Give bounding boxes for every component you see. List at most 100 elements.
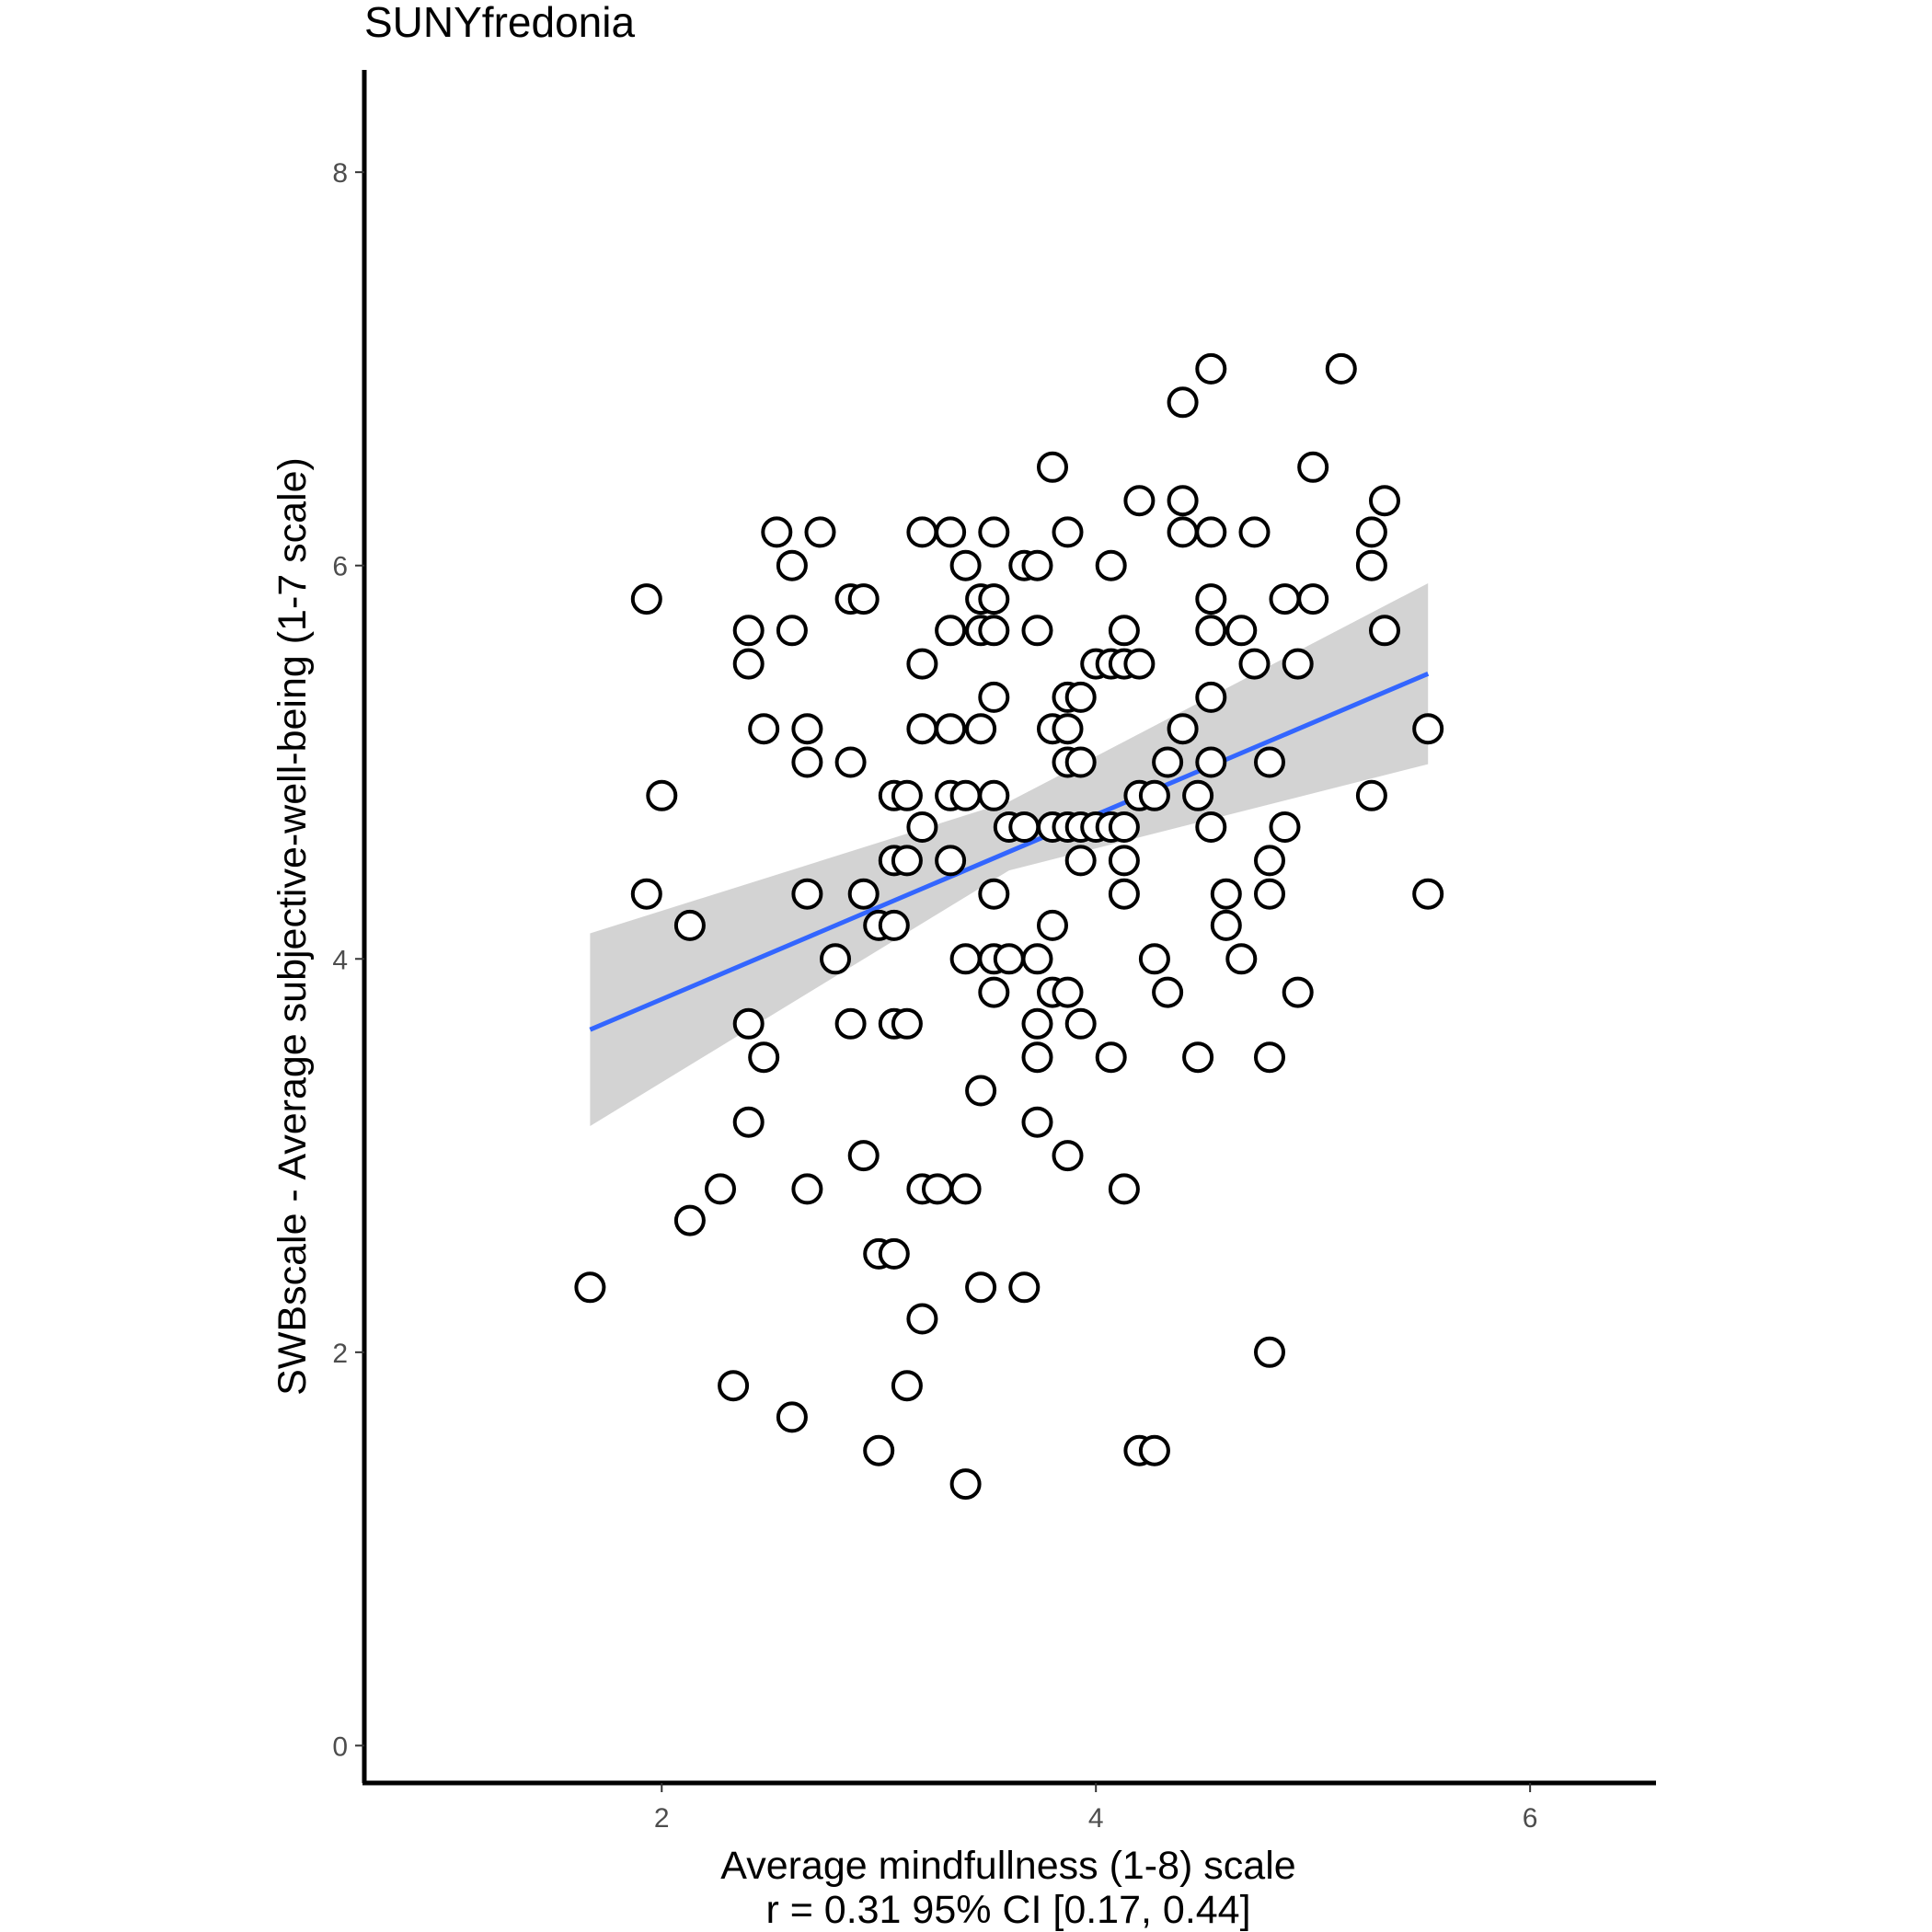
y-tick-label: 6 bbox=[332, 552, 348, 582]
data-point bbox=[935, 713, 967, 745]
data-point bbox=[906, 516, 938, 548]
x-tick-label: 2 bbox=[654, 1803, 670, 1834]
data-point bbox=[791, 878, 823, 910]
data-point bbox=[1195, 746, 1227, 778]
data-point bbox=[1355, 516, 1387, 548]
data-point bbox=[1108, 811, 1140, 843]
data-point bbox=[732, 1007, 765, 1040]
regression-line bbox=[589, 671, 1430, 1032]
data-point bbox=[949, 1468, 982, 1501]
data-point bbox=[1195, 352, 1227, 385]
data-point bbox=[906, 811, 938, 843]
data-point bbox=[1195, 516, 1227, 548]
data-point bbox=[1412, 878, 1444, 910]
data-point bbox=[1195, 583, 1227, 615]
data-point bbox=[834, 746, 867, 778]
data-point bbox=[949, 779, 982, 811]
data-point bbox=[1021, 615, 1053, 647]
data-point bbox=[1152, 976, 1184, 1008]
data-point bbox=[1052, 713, 1084, 745]
data-point bbox=[1064, 845, 1097, 877]
data-point bbox=[1412, 713, 1444, 745]
data-point bbox=[1269, 583, 1301, 615]
y-tick-label: 0 bbox=[332, 1731, 348, 1762]
data-point bbox=[1254, 878, 1285, 910]
data-point bbox=[630, 878, 662, 910]
data-point bbox=[1008, 811, 1041, 843]
points-layer bbox=[574, 352, 1444, 1501]
data-point bbox=[1167, 713, 1199, 745]
data-point bbox=[965, 1075, 997, 1107]
data-point bbox=[978, 976, 1010, 1008]
data-point bbox=[748, 713, 780, 745]
data-point bbox=[1108, 845, 1140, 877]
data-point bbox=[791, 1173, 823, 1205]
data-point bbox=[949, 943, 982, 975]
data-point bbox=[1138, 779, 1170, 811]
data-point bbox=[935, 845, 967, 877]
data-point bbox=[1210, 909, 1242, 941]
data-point bbox=[732, 1106, 765, 1138]
data-point bbox=[791, 746, 823, 778]
data-point bbox=[1167, 516, 1199, 548]
x-axis-subtitle: r = 0.31 95% CI [0.17, 0.44] bbox=[765, 1888, 1250, 1932]
data-point bbox=[1355, 549, 1387, 581]
data-point bbox=[847, 583, 880, 615]
data-point bbox=[1037, 909, 1068, 941]
data-point bbox=[1355, 779, 1387, 811]
data-point bbox=[1297, 583, 1329, 615]
data-point bbox=[820, 943, 851, 975]
y-axis-ticks: 0 2 4 6 8 bbox=[332, 158, 364, 1762]
data-point bbox=[949, 1173, 982, 1205]
data-point bbox=[1021, 1007, 1053, 1040]
data-point bbox=[1210, 878, 1242, 910]
data-point bbox=[1021, 1041, 1053, 1074]
data-point bbox=[646, 779, 678, 811]
data-point bbox=[1182, 779, 1214, 811]
y-tick-label: 2 bbox=[332, 1339, 348, 1369]
data-point bbox=[1064, 681, 1097, 713]
data-point bbox=[891, 1370, 923, 1402]
data-point bbox=[1108, 1173, 1140, 1205]
data-point bbox=[776, 615, 808, 647]
data-point bbox=[574, 1271, 606, 1304]
data-point bbox=[1108, 878, 1140, 910]
data-point bbox=[993, 943, 1025, 975]
data-point bbox=[1064, 746, 1097, 778]
data-point bbox=[673, 1204, 706, 1236]
data-point bbox=[1195, 811, 1227, 843]
data-point bbox=[1167, 485, 1199, 517]
data-point bbox=[630, 583, 662, 615]
data-point bbox=[1254, 746, 1285, 778]
x-axis-title: Average mindfullness (1-8) scale bbox=[720, 1844, 1295, 1888]
data-point bbox=[804, 516, 836, 548]
data-point bbox=[1108, 615, 1140, 647]
data-point bbox=[1167, 386, 1199, 419]
chart-title: SUNYfredonia bbox=[364, 0, 635, 46]
data-point bbox=[878, 1237, 910, 1270]
data-point bbox=[978, 779, 1010, 811]
data-point bbox=[748, 1041, 780, 1074]
data-point bbox=[1021, 1106, 1053, 1138]
data-point bbox=[1238, 648, 1271, 680]
x-axis-ticks: 2 4 6 bbox=[654, 1783, 1538, 1834]
data-point bbox=[1369, 615, 1400, 647]
data-point bbox=[1225, 615, 1258, 647]
data-point bbox=[1195, 615, 1227, 647]
data-point bbox=[1052, 976, 1084, 1008]
data-point bbox=[1052, 516, 1084, 548]
data-point bbox=[978, 615, 1010, 647]
data-point bbox=[1282, 648, 1314, 680]
data-point bbox=[732, 648, 765, 680]
data-point bbox=[1123, 485, 1156, 517]
x-tick-label: 6 bbox=[1523, 1803, 1538, 1834]
data-point bbox=[1123, 648, 1156, 680]
data-point bbox=[732, 615, 765, 647]
data-point bbox=[847, 1140, 880, 1172]
data-point bbox=[705, 1173, 736, 1205]
data-point bbox=[1254, 845, 1285, 877]
data-point bbox=[906, 648, 938, 680]
data-point bbox=[965, 713, 997, 745]
data-point bbox=[922, 1173, 953, 1205]
